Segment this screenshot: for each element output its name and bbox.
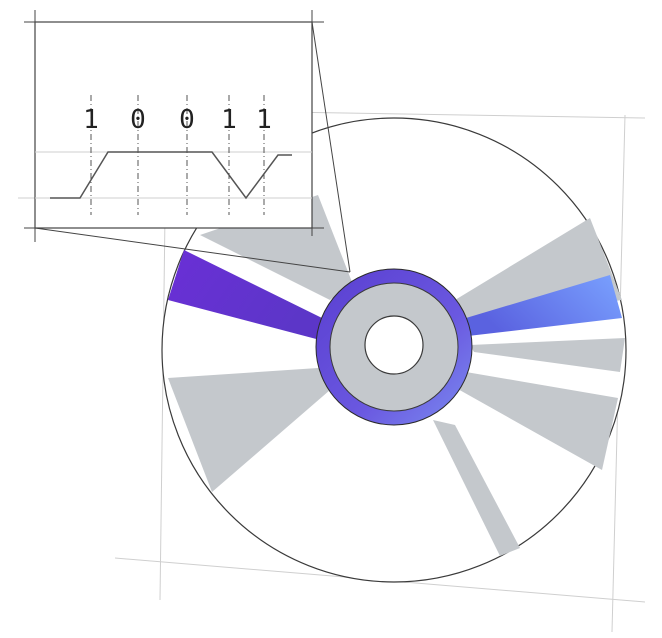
bit-markers [90, 95, 265, 215]
bit-4: 1 [221, 105, 237, 135]
bit-5: 1 [256, 105, 272, 135]
binary-digits: 1 0 0 1 1 [83, 105, 272, 135]
violet-wedge [168, 250, 322, 340]
bit-2: 0 [130, 105, 146, 135]
zoom-box [34, 21, 313, 229]
hub-ring-outline [315, 268, 473, 426]
bit-1: 1 [83, 105, 99, 135]
zoom-box-ticks [24, 10, 324, 242]
bit-3: 0 [179, 105, 195, 135]
blue-wedge [466, 275, 622, 336]
zoom-connector-lines [34, 21, 351, 273]
signal-waveform [50, 151, 292, 200]
center-hole [364, 315, 424, 375]
